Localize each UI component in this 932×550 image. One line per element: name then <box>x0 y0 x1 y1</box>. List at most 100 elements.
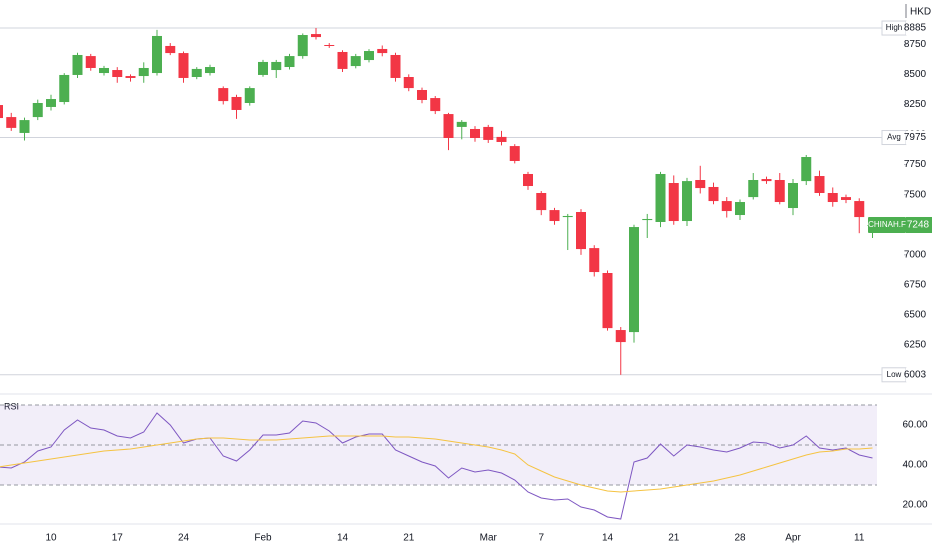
y-tick-label: 6500 <box>904 310 927 321</box>
candle-body <box>695 179 706 189</box>
candle-body <box>165 45 176 54</box>
last-name-box <box>868 216 906 233</box>
x-tick-label: 21 <box>668 533 680 544</box>
candle-body <box>112 70 123 78</box>
y-tick-label: 8250 <box>904 99 927 110</box>
last-value: 7248 <box>907 220 930 231</box>
level-label: High <box>886 23 902 32</box>
x-tick-label: Mar <box>480 533 498 544</box>
candle-body <box>761 179 772 182</box>
candle-body <box>456 121 467 127</box>
candle-body <box>841 197 851 200</box>
candle-body <box>854 201 865 218</box>
candle-body <box>735 202 745 216</box>
candle-body <box>430 98 441 112</box>
last-name: CHINAH.F <box>868 220 906 229</box>
candle-body <box>655 173 666 222</box>
x-tick-label: Feb <box>254 533 272 544</box>
y-tick-label: 40.00 <box>902 460 927 471</box>
candle-body <box>178 53 189 78</box>
level-label: Low <box>887 370 902 379</box>
x-tick-label: 17 <box>112 533 124 544</box>
candle-body <box>59 74 70 103</box>
currency: HKD <box>910 7 931 18</box>
level-value-box <box>906 130 932 145</box>
x-tick-label: 7 <box>538 533 544 544</box>
y-tick-label: 20.00 <box>902 500 927 511</box>
candle-body <box>615 330 626 343</box>
y-tick-label: 60.00 <box>902 420 927 431</box>
candle-body <box>258 61 268 75</box>
y-tick-label: 8750 <box>904 39 927 50</box>
candle-body <box>32 102 43 118</box>
candle-body <box>19 120 30 133</box>
candle-body <box>99 67 109 74</box>
rsi-line <box>0 412 873 520</box>
candle-body <box>297 35 308 57</box>
candle-body <box>443 114 454 139</box>
candle-body <box>576 212 586 250</box>
candle-body <box>629 227 639 333</box>
y-tick-label: 6750 <box>904 280 927 291</box>
x-tick-label: 28 <box>734 533 746 544</box>
level-label: Avg <box>887 133 901 142</box>
candle-body <box>470 128 480 139</box>
candle-body <box>364 51 374 61</box>
candle-body <box>337 51 348 69</box>
level-value: 6003 <box>904 369 927 380</box>
candle-body <box>774 179 785 203</box>
x-tick-label: 24 <box>178 533 190 544</box>
candle-body <box>642 218 653 221</box>
candle-body <box>138 67 149 77</box>
candle-body <box>523 173 533 187</box>
candle-body <box>231 96 242 110</box>
rsi-line <box>0 435 873 493</box>
candle-body <box>125 76 136 78</box>
candle-body <box>602 273 613 329</box>
candle-body <box>205 67 215 74</box>
candle-body <box>85 56 96 68</box>
candle-body <box>390 54 401 78</box>
level-value: 7975 <box>904 132 927 143</box>
y-tick-label: 6250 <box>904 340 927 351</box>
x-tick-label: 14 <box>337 533 349 544</box>
x-tick-label: 21 <box>403 533 415 544</box>
candle-body <box>244 88 255 103</box>
candle-body <box>377 48 388 54</box>
x-tick-label: Apr <box>785 533 801 544</box>
x-tick-label: 10 <box>45 533 57 544</box>
candle-body <box>324 44 335 46</box>
candle-body <box>721 201 732 212</box>
candle-body <box>682 181 692 222</box>
candle-body <box>536 192 547 211</box>
candle-body <box>483 126 494 140</box>
candle-body <box>46 99 56 107</box>
y-tick-label: 7500 <box>904 189 927 200</box>
candle-body <box>152 35 162 74</box>
candle-body <box>350 56 361 67</box>
candle-body <box>549 210 560 222</box>
candle-body <box>417 89 427 100</box>
candle-body <box>708 186 719 202</box>
y-tick-label: 7750 <box>904 159 927 170</box>
candle-body <box>801 157 812 182</box>
candle-body <box>0 105 3 119</box>
candle-body <box>271 61 282 71</box>
last-value-box <box>906 216 932 233</box>
rsi-title: RSI <box>4 401 19 411</box>
level-value: 8885 <box>904 23 927 34</box>
level-value-box <box>906 367 932 382</box>
candle-body <box>827 192 838 203</box>
x-tick-label: 14 <box>602 533 614 544</box>
candle-body <box>496 136 507 142</box>
candle-body <box>788 183 798 209</box>
y-tick-label: 8500 <box>904 69 927 80</box>
candle-body <box>562 215 573 218</box>
candle-body <box>72 54 83 75</box>
candle-body <box>403 77 414 89</box>
level-value-box <box>906 21 932 36</box>
candle-body <box>6 117 17 128</box>
candle-body <box>284 56 295 68</box>
